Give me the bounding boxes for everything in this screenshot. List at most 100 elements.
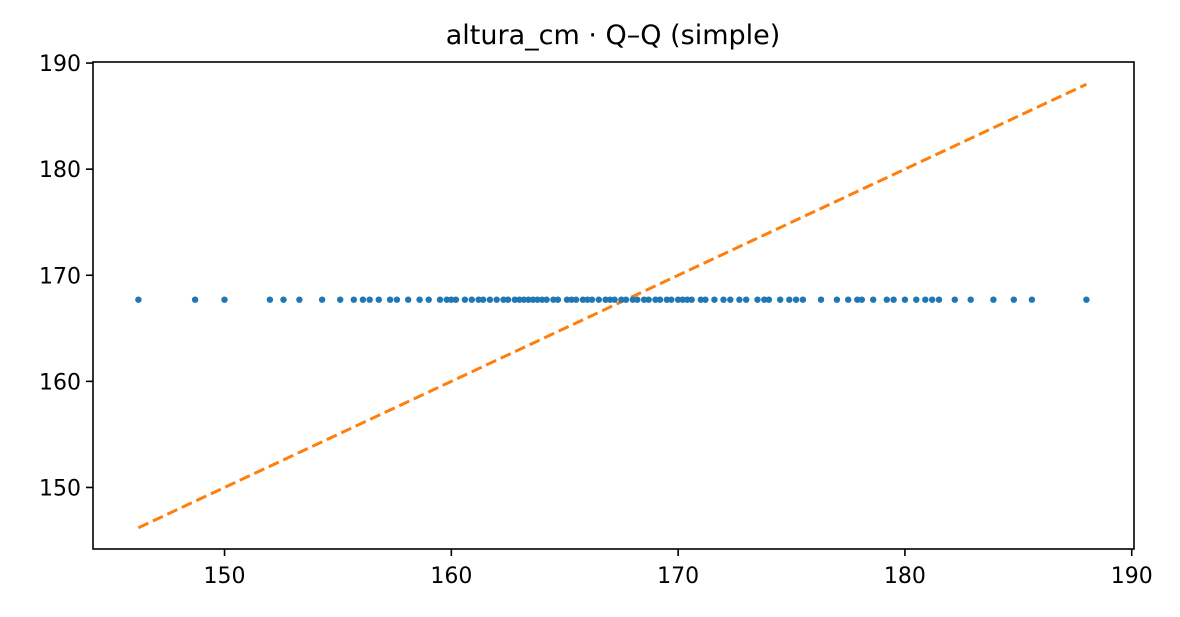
data-point — [448, 296, 455, 303]
data-point — [817, 296, 825, 303]
data-point — [500, 296, 507, 303]
data-point — [720, 296, 727, 303]
data-point — [640, 296, 648, 303]
data-point — [611, 296, 618, 303]
data-point — [520, 296, 528, 303]
data-point — [529, 296, 537, 303]
data-point — [656, 296, 664, 303]
x-tick-label: 150 — [204, 564, 246, 589]
data-point — [668, 296, 675, 303]
data-point — [386, 296, 394, 303]
y-axis: 150 160 170 180 190 — [39, 52, 93, 501]
data-point — [525, 296, 532, 303]
data-point — [504, 296, 512, 303]
data-point — [538, 296, 546, 303]
data-point — [337, 296, 344, 303]
data-point — [901, 296, 909, 303]
data-point — [493, 296, 500, 303]
data-point — [461, 296, 469, 303]
data-point — [550, 296, 557, 303]
data-point — [618, 296, 625, 303]
data-point — [479, 296, 487, 303]
data-point — [468, 296, 475, 303]
data-point — [754, 296, 761, 303]
x-axis: 150 160 170 180 190 — [204, 549, 1153, 589]
data-point — [554, 296, 562, 303]
x-tick-label: 180 — [884, 564, 926, 589]
data-point — [486, 296, 494, 303]
data-point — [935, 296, 943, 303]
data-point — [684, 296, 691, 303]
data-point — [534, 296, 541, 303]
data-point — [743, 296, 750, 303]
data-point — [588, 296, 596, 303]
data-point — [634, 296, 641, 303]
data-point — [792, 296, 800, 303]
data-point — [584, 296, 591, 303]
data-point — [629, 296, 636, 303]
data-point — [393, 296, 401, 303]
y-tick-label: 150 — [39, 476, 81, 501]
y-tick-label: 190 — [39, 52, 81, 77]
data-point — [425, 296, 432, 303]
data-point — [736, 296, 743, 303]
data-point — [854, 296, 861, 303]
data-point — [663, 296, 670, 303]
data-point — [845, 296, 852, 303]
data-point — [711, 296, 718, 303]
data-point — [922, 296, 929, 303]
x-tick-label: 160 — [430, 564, 472, 589]
data-point — [452, 296, 460, 303]
data-point — [516, 296, 523, 303]
data-point — [688, 296, 695, 303]
chart-title: altura_cm · Q–Q (simple) — [446, 20, 781, 51]
data-point — [366, 296, 373, 303]
data-point — [765, 296, 773, 303]
data-point — [602, 296, 609, 303]
data-point — [913, 296, 920, 303]
data-point — [967, 296, 974, 303]
data-point — [799, 296, 807, 303]
data-point — [990, 296, 997, 303]
data-point — [777, 296, 784, 303]
data-point — [858, 296, 865, 303]
data-point — [890, 296, 897, 303]
data-point — [679, 296, 686, 303]
y-tick-label: 180 — [39, 158, 81, 183]
data-point — [652, 296, 659, 303]
data-point — [674, 296, 682, 303]
data-point — [645, 296, 652, 303]
data-point — [579, 296, 587, 303]
data-point — [833, 296, 841, 303]
data-point — [951, 296, 958, 303]
data-point — [929, 296, 936, 303]
data-point — [350, 296, 357, 303]
data-point — [702, 296, 709, 303]
data-point — [568, 296, 575, 303]
data-point — [296, 296, 303, 303]
data-point — [359, 296, 367, 303]
data-point — [375, 296, 382, 303]
data-point — [606, 296, 614, 303]
data-point — [727, 296, 734, 303]
y-tick-label: 170 — [39, 264, 81, 289]
data-point — [1010, 296, 1017, 303]
data-point — [443, 296, 450, 303]
y-tick-label: 160 — [39, 370, 81, 395]
axes-frame — [92, 61, 1135, 550]
x-tick-label: 170 — [657, 564, 699, 589]
data-point — [405, 296, 412, 303]
data-point — [436, 296, 444, 303]
data-point — [416, 296, 423, 303]
plot-area — [135, 82, 1090, 530]
data-point — [697, 296, 704, 303]
data-point — [622, 296, 630, 303]
x-tick-label: 190 — [1111, 564, 1153, 589]
data-point — [1028, 296, 1036, 303]
data-point — [595, 296, 602, 303]
data-point — [191, 296, 199, 303]
data-point — [280, 296, 287, 303]
data-point — [135, 296, 142, 303]
data-point — [1083, 296, 1090, 303]
data-point — [761, 296, 768, 303]
